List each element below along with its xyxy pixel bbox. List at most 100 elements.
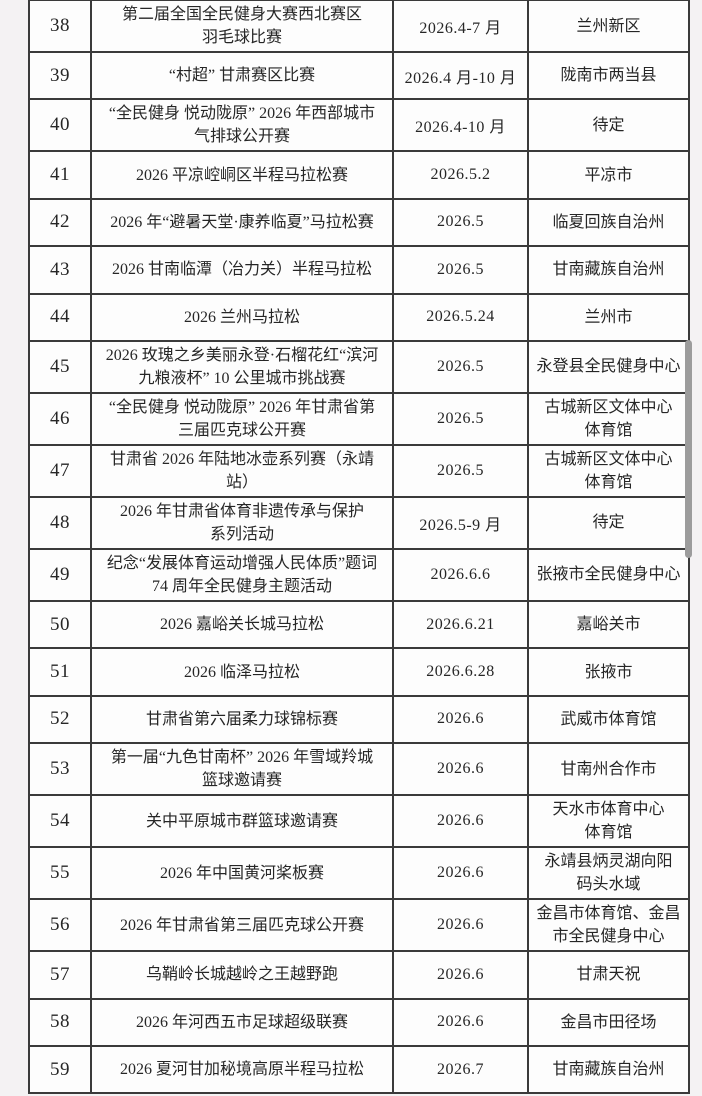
vertical-scrollbar-thumb[interactable] <box>685 340 692 558</box>
event-date-cell: 2026.5-9 月 <box>392 495 529 550</box>
table-row: 44 2026 兰州马拉松 2026.5.24 兰州市 <box>28 292 690 342</box>
event-location-cell: 待定 <box>527 495 690 550</box>
row-number-cell: 46 <box>28 391 92 446</box>
event-location-cell: 嘉峪关市 <box>527 599 690 650</box>
event-location-cell: 陇南市两当县 <box>527 50 690 101</box>
event-location-cell: 古城新区文体中心 体育馆 <box>527 443 690 498</box>
table-row: 45 2026 玫瑰之乡美丽永登·石榴花红“滨河 九粮液杯” 10 公里城市挑战赛… <box>28 339 690 394</box>
row-number-cell: 52 <box>28 694 92 745</box>
row-number-cell: 51 <box>28 647 92 697</box>
event-name-cell: “村超” 甘肃赛区比赛 <box>90 50 394 101</box>
events-table: 38 第二届全国全民健身大赛西北赛区 羽毛球比赛 2026.4-7 月兰州新区 39 “… <box>28 0 690 1095</box>
event-date-cell: 2026.5 <box>392 197 529 248</box>
event-location-cell: 古城新区文体中心 体育馆 <box>527 391 690 446</box>
event-location-cell: 待定 <box>527 98 690 153</box>
event-name-cell: 2026 年河西五市足球超级联赛 <box>90 997 394 1047</box>
table-row: 41 2026 平凉崆峒区半程马拉松赛 2026.5.2 平凉市 <box>28 150 690 200</box>
event-name-cell: 2026 嘉峪关长城马拉松 <box>90 599 394 650</box>
event-date-cell: 2026.6.6 <box>392 547 529 602</box>
event-location-cell: 甘南州合作市 <box>527 742 690 797</box>
event-name-cell: 2026 年中国黄河桨板赛 <box>90 846 394 901</box>
row-number-cell: 54 <box>28 794 92 849</box>
event-date-cell: 2026.5 <box>392 391 529 446</box>
event-name-cell: “全民健身 悦动陇原” 2026 年甘肃省第 三届匹克球公开赛 <box>90 391 394 446</box>
event-name-cell: 纪念“发展体育运动增强人民体质”题词 74 周年全民健身主题活动 <box>90 547 394 602</box>
row-number-cell: 38 <box>28 0 92 53</box>
table-row: 39 “村超” 甘肃赛区比赛 2026.4 月-10 月陇南市两当县 <box>28 50 690 101</box>
row-number-cell: 55 <box>28 846 92 901</box>
event-location-cell: 张掖市 <box>527 647 690 697</box>
event-date-cell: 2026.7 <box>392 1044 529 1095</box>
event-location-cell: 兰州新区 <box>527 0 690 53</box>
event-date-cell: 2026.5.24 <box>392 292 529 342</box>
table-row: 58 2026 年河西五市足球超级联赛 2026.6 金昌市田径场 <box>28 997 690 1047</box>
event-location-cell: 甘肃天祝 <box>527 950 690 1000</box>
event-date-cell: 2026.6 <box>392 742 529 797</box>
event-name-cell: 2026 兰州马拉松 <box>90 292 394 342</box>
event-name-cell: 2026 年甘肃省体育非遗传承与保护 系列活动 <box>90 495 394 550</box>
events-table-body: 38 第二届全国全民健身大赛西北赛区 羽毛球比赛 2026.4-7 月兰州新区 39 “… <box>28 0 690 1095</box>
events-table-container: 38 第二届全国全民健身大赛西北赛区 羽毛球比赛 2026.4-7 月兰州新区 39 “… <box>28 0 690 1095</box>
event-name-cell: 2026 年“避暑天堂·康养临夏”马拉松赛 <box>90 197 394 248</box>
event-location-cell: 临夏回族自治州 <box>527 197 690 248</box>
table-row: 49 纪念“发展体育运动增强人民体质”题词 74 周年全民健身主题活动 2026.6… <box>28 547 690 602</box>
event-location-cell: 金昌市田径场 <box>527 997 690 1047</box>
row-number-cell: 49 <box>28 547 92 602</box>
event-name-cell: “全民健身 悦动陇原” 2026 年西部城市 气排球公开赛 <box>90 98 394 153</box>
event-date-cell: 2026.5 <box>392 339 529 394</box>
event-date-cell: 2026.6.21 <box>392 599 529 650</box>
event-date-cell: 2026.6 <box>392 898 529 953</box>
event-name-cell: 2026 玫瑰之乡美丽永登·石榴花红“滨河 九粮液杯” 10 公里城市挑战赛 <box>90 339 394 394</box>
event-name-cell: 甘肃省第六届柔力球锦标赛 <box>90 694 394 745</box>
table-row: 46 “全民健身 悦动陇原” 2026 年甘肃省第 三届匹克球公开赛 2026.5 古… <box>28 391 690 446</box>
event-location-cell: 兰州市 <box>527 292 690 342</box>
event-date-cell: 2026.5.2 <box>392 150 529 200</box>
event-date-cell: 2026.6 <box>392 694 529 745</box>
table-row: 56 2026 年甘肃省第三届匹克球公开赛 2026.6 金昌市体育馆、金昌 市全民健… <box>28 898 690 953</box>
event-name-cell: 2026 年甘肃省第三届匹克球公开赛 <box>90 898 394 953</box>
row-number-cell: 47 <box>28 443 92 498</box>
event-date-cell: 2026.5 <box>392 443 529 498</box>
table-row: 53 第一届“九色甘南杯” 2026 年雪域羚城 篮球邀请赛 2026.6 甘南州合作… <box>28 742 690 797</box>
event-date-cell: 2026.6 <box>392 794 529 849</box>
table-row: 38 第二届全国全民健身大赛西北赛区 羽毛球比赛 2026.4-7 月兰州新区 <box>28 0 690 53</box>
event-name-cell: 第二届全国全民健身大赛西北赛区 羽毛球比赛 <box>90 0 394 53</box>
event-date-cell: 2026.6 <box>392 846 529 901</box>
event-location-cell: 金昌市体育馆、金昌 市全民健身中心 <box>527 898 690 953</box>
row-number-cell: 48 <box>28 495 92 550</box>
row-number-cell: 42 <box>28 197 92 248</box>
event-name-cell: 2026 夏河甘加秘境高原半程马拉松 <box>90 1044 394 1095</box>
event-date-cell: 2026.6.28 <box>392 647 529 697</box>
event-date-cell: 2026.5 <box>392 245 529 295</box>
event-date-cell: 2026.4-7 月 <box>392 0 529 53</box>
row-number-cell: 41 <box>28 150 92 200</box>
event-name-cell: 2026 平凉崆峒区半程马拉松赛 <box>90 150 394 200</box>
row-number-cell: 57 <box>28 950 92 1000</box>
row-number-cell: 40 <box>28 98 92 153</box>
event-location-cell: 武威市体育馆 <box>527 694 690 745</box>
row-number-cell: 59 <box>28 1044 92 1095</box>
table-row: 52 甘肃省第六届柔力球锦标赛 2026.6 武威市体育馆 <box>28 694 690 745</box>
row-number-cell: 58 <box>28 997 92 1047</box>
event-name-cell: 2026 临泽马拉松 <box>90 647 394 697</box>
row-number-cell: 56 <box>28 898 92 953</box>
event-date-cell: 2026.6 <box>392 997 529 1047</box>
event-location-cell: 甘南藏族自治州 <box>527 1044 690 1095</box>
table-row: 48 2026 年甘肃省体育非遗传承与保护 系列活动 2026.5-9 月待定 <box>28 495 690 550</box>
table-row: 57 乌鞘岭长城越岭之王越野跑 2026.6 甘肃天祝 <box>28 950 690 1000</box>
event-name-cell: 甘肃省 2026 年陆地冰壶系列赛（永靖站） <box>90 443 394 498</box>
row-number-cell: 53 <box>28 742 92 797</box>
table-row: 42 2026 年“避暑天堂·康养临夏”马拉松赛 2026.5 临夏回族自治州 <box>28 197 690 248</box>
row-number-cell: 39 <box>28 50 92 101</box>
event-location-cell: 永登县全民健身中心 <box>527 339 690 394</box>
table-row: 51 2026 临泽马拉松 2026.6.28 张掖市 <box>28 647 690 697</box>
event-name-cell: 第一届“九色甘南杯” 2026 年雪域羚城 篮球邀请赛 <box>90 742 394 797</box>
event-location-cell: 平凉市 <box>527 150 690 200</box>
event-location-cell: 甘南藏族自治州 <box>527 245 690 295</box>
table-row: 47 甘肃省 2026 年陆地冰壶系列赛（永靖站） 2026.5 古城新区文体中心 体… <box>28 443 690 498</box>
table-row: 43 2026 甘南临潭（冶力关）半程马拉松 2026.5 甘南藏族自治州 <box>28 245 690 295</box>
event-name-cell: 乌鞘岭长城越岭之王越野跑 <box>90 950 394 1000</box>
table-row: 55 2026 年中国黄河桨板赛 2026.6 永靖县炳灵湖向阳 码头水域 <box>28 846 690 901</box>
row-number-cell: 45 <box>28 339 92 394</box>
event-location-cell: 永靖县炳灵湖向阳 码头水域 <box>527 846 690 901</box>
